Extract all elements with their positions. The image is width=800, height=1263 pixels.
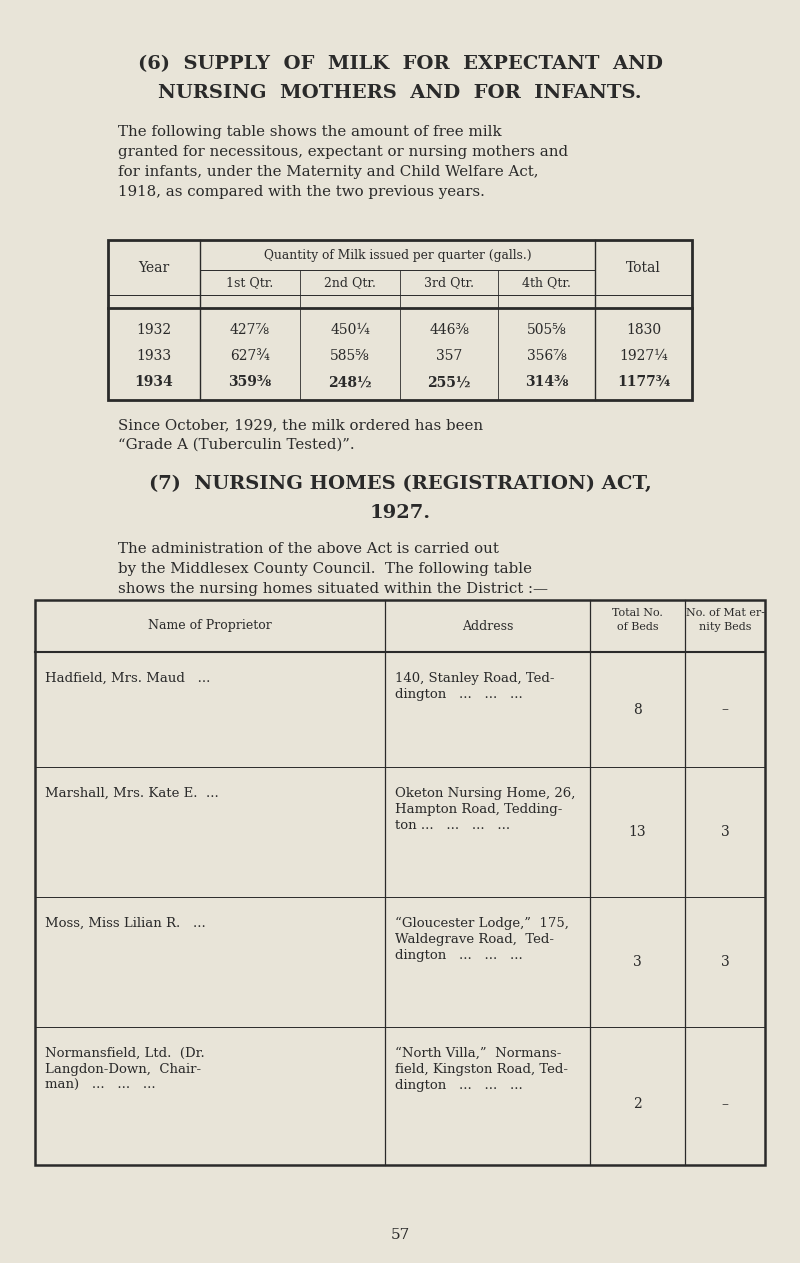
Text: 314⅜: 314⅜ bbox=[525, 375, 568, 389]
Text: 2nd Qtr.: 2nd Qtr. bbox=[324, 277, 376, 289]
Text: (7)  NURSING HOMES (REGISTRATION) ACT,: (7) NURSING HOMES (REGISTRATION) ACT, bbox=[149, 475, 651, 493]
Text: ton ...   ...   ...   ...: ton ... ... ... ... bbox=[395, 818, 510, 832]
Text: 248½: 248½ bbox=[328, 375, 372, 389]
Text: Year: Year bbox=[138, 260, 170, 274]
Bar bbox=[108, 240, 692, 400]
Text: Total No.
of Beds: Total No. of Beds bbox=[612, 608, 663, 632]
Text: field, Kingston Road, Ted-: field, Kingston Road, Ted- bbox=[395, 1063, 568, 1076]
Text: 57: 57 bbox=[390, 1228, 410, 1242]
Text: 505⅝: 505⅝ bbox=[526, 323, 566, 337]
Text: shows the nursing homes situated within the District :—: shows the nursing homes situated within … bbox=[118, 582, 548, 596]
Text: Langdon-Down,  Chair-: Langdon-Down, Chair- bbox=[45, 1063, 201, 1076]
Text: 359⅜: 359⅜ bbox=[228, 375, 272, 389]
Text: The following table shows the amount of free milk: The following table shows the amount of … bbox=[118, 125, 502, 139]
Text: 427⅞: 427⅞ bbox=[230, 323, 270, 337]
Text: 585⅝: 585⅝ bbox=[330, 349, 370, 362]
Text: 1927.: 1927. bbox=[370, 504, 430, 522]
Text: 8: 8 bbox=[633, 702, 642, 716]
Text: 1830: 1830 bbox=[626, 323, 661, 337]
Text: 357: 357 bbox=[436, 349, 462, 362]
Text: 3rd Qtr.: 3rd Qtr. bbox=[424, 277, 474, 289]
Text: 3: 3 bbox=[721, 955, 730, 969]
Text: dington   ...   ...   ...: dington ... ... ... bbox=[395, 949, 522, 962]
Text: Oketon Nursing Home, 26,: Oketon Nursing Home, 26, bbox=[395, 787, 575, 799]
Text: Address: Address bbox=[462, 619, 513, 633]
Text: 2: 2 bbox=[633, 1098, 642, 1111]
Text: dington   ...   ...   ...: dington ... ... ... bbox=[395, 688, 522, 701]
Text: 450¼: 450¼ bbox=[330, 323, 370, 337]
Text: 140, Stanley Road, Ted-: 140, Stanley Road, Ted- bbox=[395, 672, 554, 685]
Text: 1933: 1933 bbox=[137, 349, 171, 362]
Text: “North Villa,”  Normans-: “North Villa,” Normans- bbox=[395, 1047, 562, 1060]
Text: Moss, Miss Lilian R.   ...: Moss, Miss Lilian R. ... bbox=[45, 917, 206, 930]
Text: by the Middlesex County Council.  The following table: by the Middlesex County Council. The fol… bbox=[118, 562, 532, 576]
Text: The administration of the above Act is carried out: The administration of the above Act is c… bbox=[118, 542, 499, 556]
Text: NURSING  MOTHERS  AND  FOR  INFANTS.: NURSING MOTHERS AND FOR INFANTS. bbox=[158, 85, 642, 102]
Text: –: – bbox=[722, 1098, 729, 1111]
Text: (6)  SUPPLY  OF  MILK  FOR  EXPECTANT  AND: (6) SUPPLY OF MILK FOR EXPECTANT AND bbox=[138, 56, 662, 73]
Text: 1932: 1932 bbox=[137, 323, 171, 337]
Text: 4th Qtr.: 4th Qtr. bbox=[522, 277, 571, 289]
Text: Waldegrave Road,  Ted-: Waldegrave Road, Ted- bbox=[395, 933, 554, 946]
Text: Since October, 1929, the milk ordered has been: Since October, 1929, the milk ordered ha… bbox=[118, 418, 483, 432]
Text: 1st Qtr.: 1st Qtr. bbox=[226, 277, 274, 289]
Text: “Gloucester Lodge,”  175,: “Gloucester Lodge,” 175, bbox=[395, 917, 569, 931]
Text: Quantity of Milk issued per quarter (galls.): Quantity of Milk issued per quarter (gal… bbox=[264, 250, 531, 263]
Text: 1934: 1934 bbox=[134, 375, 174, 389]
Text: 627¾: 627¾ bbox=[230, 349, 270, 362]
Text: 356⅞: 356⅞ bbox=[526, 349, 566, 362]
Text: –: – bbox=[722, 702, 729, 716]
Text: dington   ...   ...   ...: dington ... ... ... bbox=[395, 1079, 522, 1092]
Text: 446⅜: 446⅜ bbox=[429, 323, 469, 337]
Text: Normansfield, Ltd.  (Dr.: Normansfield, Ltd. (Dr. bbox=[45, 1047, 205, 1060]
Bar bbox=[35, 600, 765, 1164]
Text: Hadfield, Mrs. Maud   ...: Hadfield, Mrs. Maud ... bbox=[45, 672, 210, 685]
Text: 1918, as compared with the two previous years.: 1918, as compared with the two previous … bbox=[118, 184, 485, 200]
Text: Marshall, Mrs. Kate E.  ...: Marshall, Mrs. Kate E. ... bbox=[45, 787, 218, 799]
Text: “Grade A (Tuberculin Tested)”.: “Grade A (Tuberculin Tested)”. bbox=[118, 438, 354, 452]
Text: man)   ...   ...   ...: man) ... ... ... bbox=[45, 1079, 156, 1092]
Text: No. of Mat er-
nity Beds: No. of Mat er- nity Beds bbox=[686, 608, 765, 632]
Text: 1177¾: 1177¾ bbox=[617, 375, 670, 389]
Text: Total: Total bbox=[626, 260, 661, 274]
Text: 255½: 255½ bbox=[427, 375, 470, 389]
Text: 13: 13 bbox=[629, 825, 646, 839]
Text: 3: 3 bbox=[721, 825, 730, 839]
Text: Hampton Road, Tedding-: Hampton Road, Tedding- bbox=[395, 803, 562, 816]
Text: for infants, under the Maternity and Child Welfare Act,: for infants, under the Maternity and Chi… bbox=[118, 165, 538, 179]
Text: 1927¼: 1927¼ bbox=[619, 349, 668, 362]
Text: Name of Proprietor: Name of Proprietor bbox=[148, 619, 272, 633]
Text: granted for necessitous, expectant or nursing mothers and: granted for necessitous, expectant or nu… bbox=[118, 145, 568, 159]
Text: 3: 3 bbox=[633, 955, 642, 969]
